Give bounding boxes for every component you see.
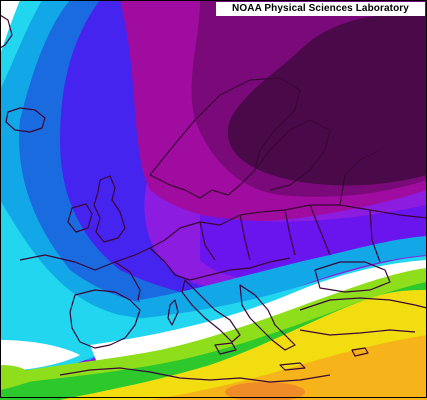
france-border <box>114 261 141 301</box>
band-orange <box>150 335 427 400</box>
crete <box>279 362 306 371</box>
credit-label: NOAA Physical Sciences Laboratory <box>216 2 425 16</box>
iceland-outline <box>5 107 46 133</box>
band-indigo <box>200 205 427 280</box>
great-britain-outline <box>93 175 126 243</box>
cyprus <box>351 347 369 357</box>
ireland-outline <box>67 203 93 233</box>
central-borders <box>149 209 296 281</box>
balkans-outline <box>239 284 296 351</box>
eastern-borders <box>309 149 381 263</box>
band-lime-sw <box>0 365 35 390</box>
band-white-nw <box>0 0 20 55</box>
finland-border <box>254 119 331 191</box>
iberia-outline <box>69 289 141 349</box>
sicily <box>214 342 237 355</box>
scandinavia-outline <box>149 77 301 199</box>
black-sea-outline <box>314 261 391 293</box>
coastlines <box>0 14 427 383</box>
turkey-outline <box>299 297 427 336</box>
band-sky-blue-south <box>140 236 427 320</box>
band-dark-orange <box>225 382 305 400</box>
north-africa-coast <box>59 367 331 383</box>
band-white-sw <box>0 340 80 372</box>
italy-outline <box>181 279 241 343</box>
band-white <box>90 260 427 370</box>
greenland-edge <box>0 14 13 49</box>
corsica-sardinia <box>167 299 179 326</box>
